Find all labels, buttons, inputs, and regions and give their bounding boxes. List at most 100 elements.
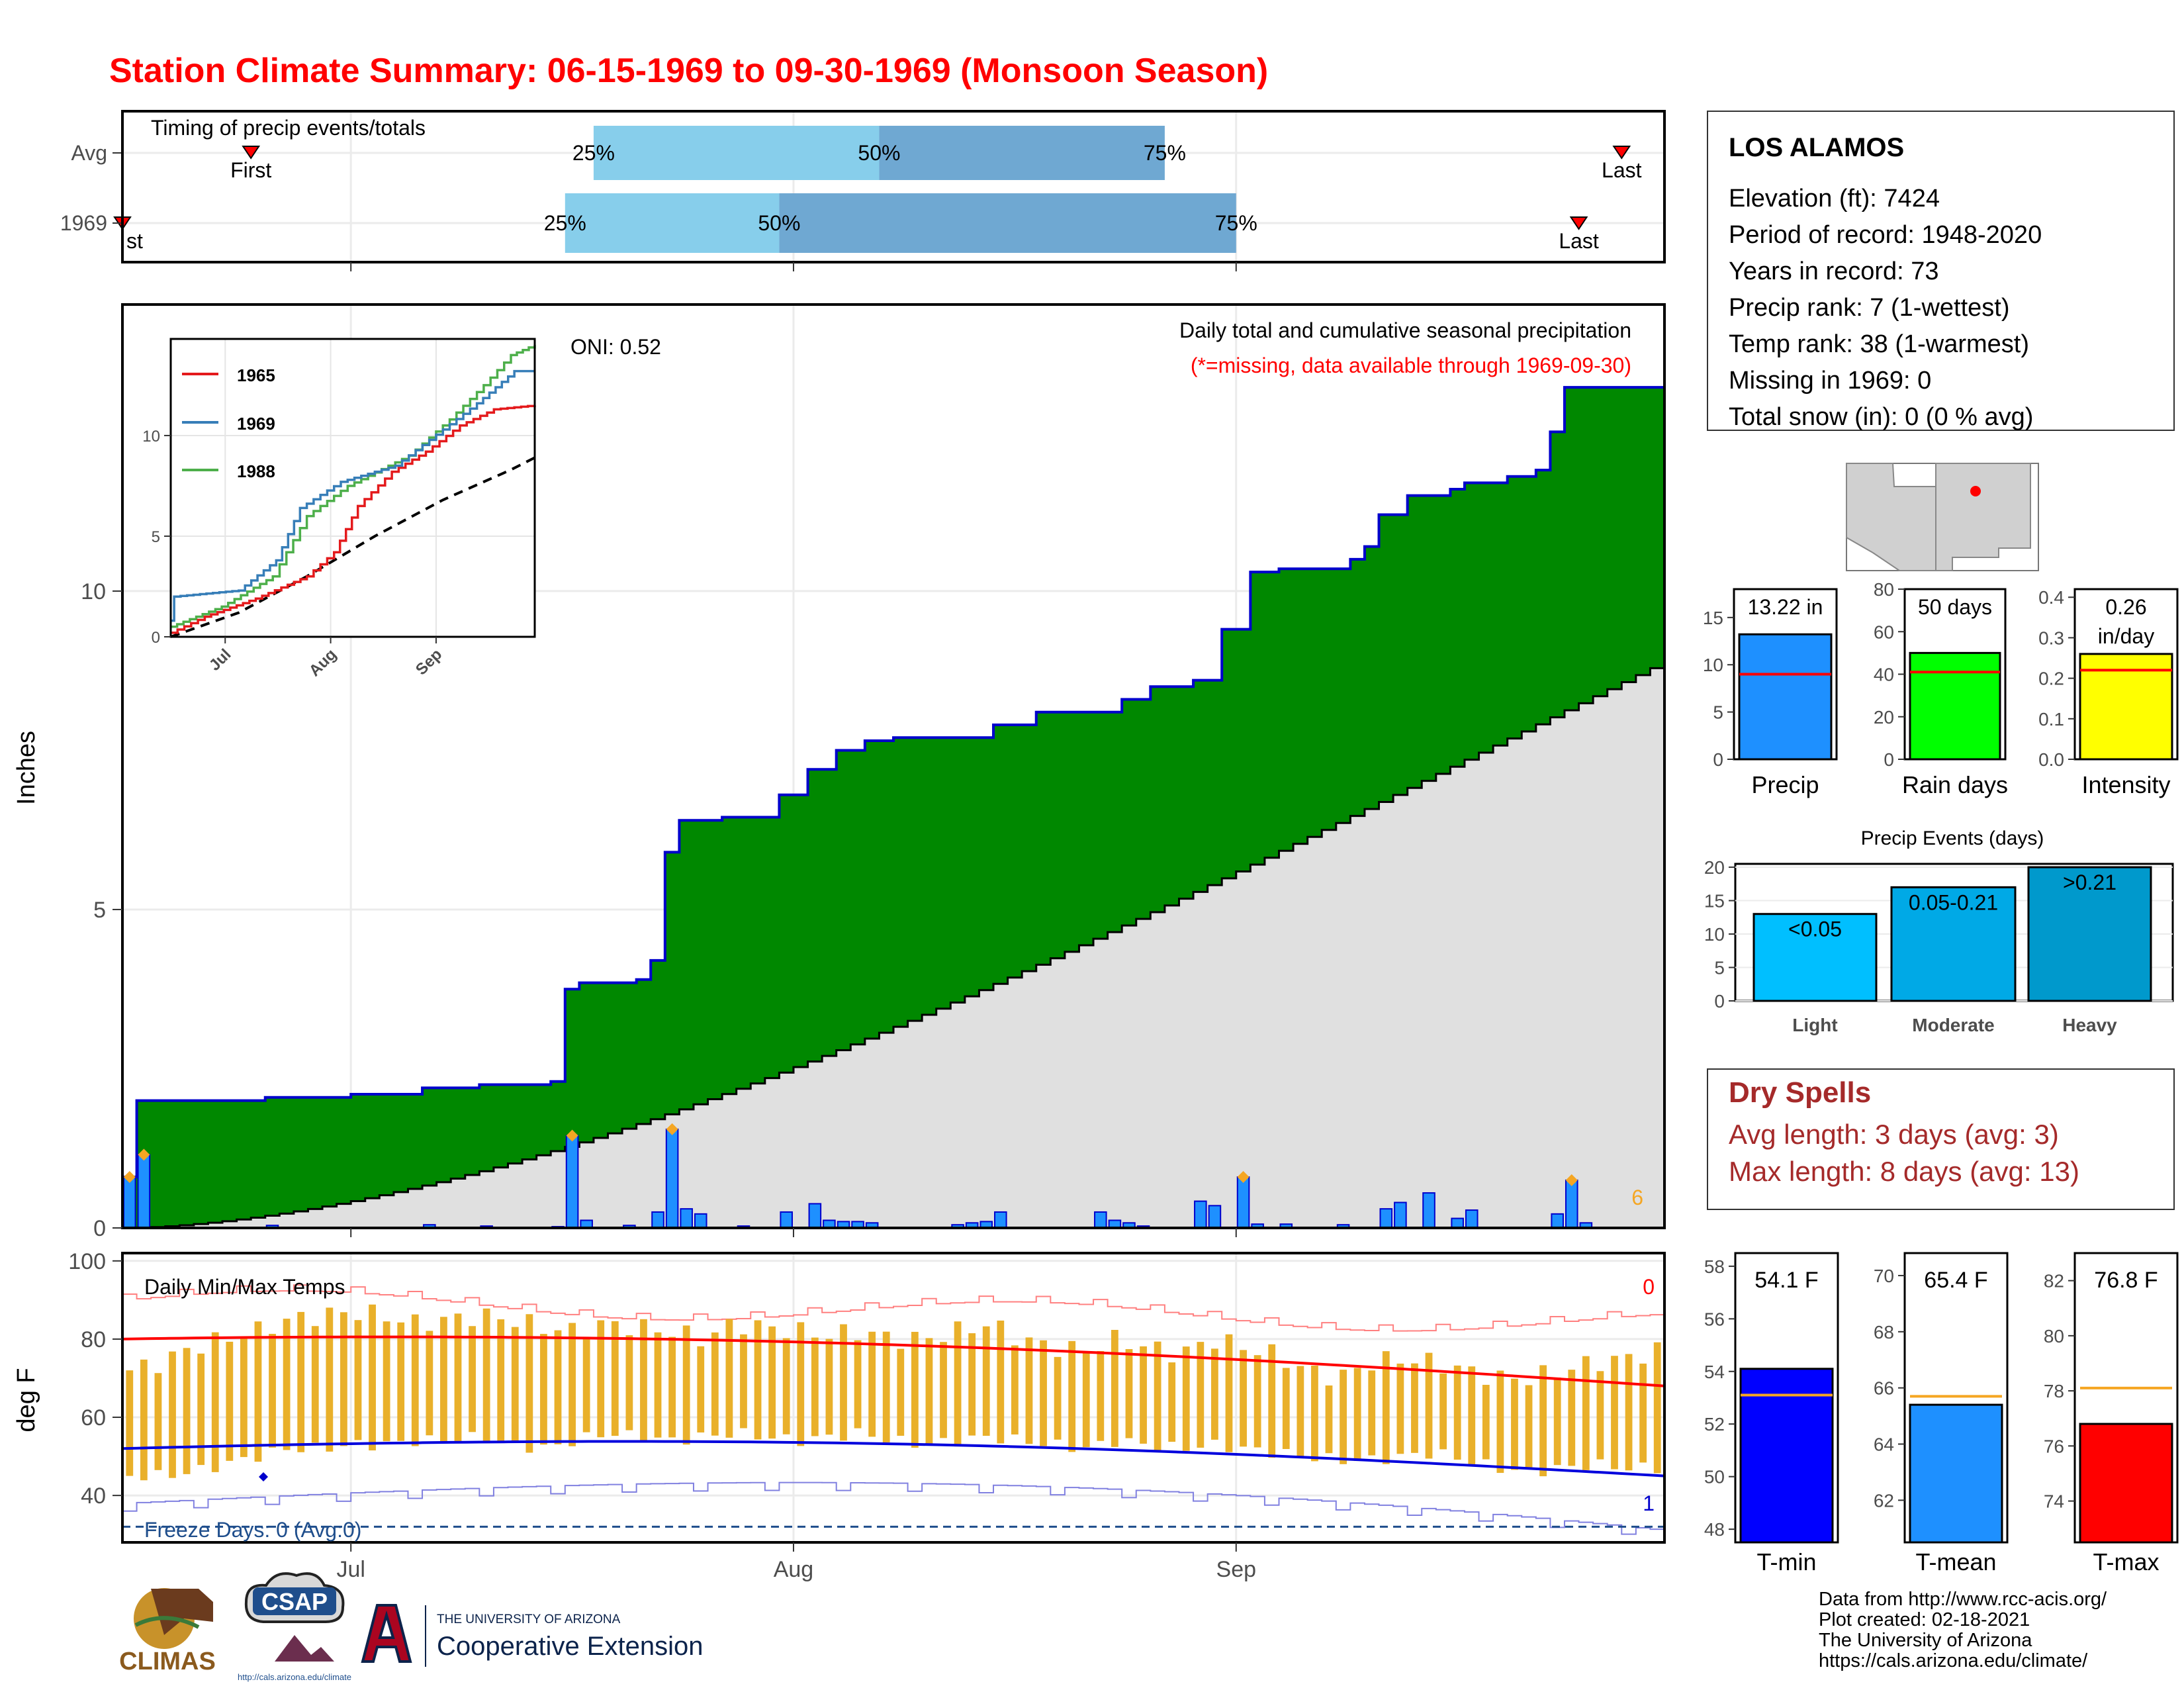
daily-precip-bar-37: [1451, 1217, 1464, 1229]
summary-2-y-tick-label-3: 0.3: [2038, 628, 2064, 648]
temp-bar-103: [1596, 1371, 1604, 1460]
temp-bar-67: [1082, 1352, 1090, 1448]
temp-bar-75: [1197, 1342, 1205, 1448]
events-bar-2: [2027, 866, 2152, 1002]
temp-bar-49: [825, 1338, 833, 1435]
daily-precip-bar-0: [123, 1176, 136, 1229]
temp-bar-62: [1011, 1345, 1019, 1435]
temp-bar-85: [1340, 1370, 1347, 1464]
temp-bar-100: [1553, 1377, 1561, 1466]
timing-panel: 25% 50% 75% 25% 50% 75% First Last st La…: [60, 110, 1666, 271]
inset-legend-1988: 1988: [237, 461, 275, 481]
inset-legend-1969: 1969: [237, 414, 275, 434]
temp-bar-71: [1140, 1346, 1147, 1444]
events-category-label-0: Light: [1792, 1015, 1837, 1035]
dry-spells-max: Max length: 8 days (avg: 13): [1729, 1156, 2079, 1187]
temp-bar-45: [768, 1326, 776, 1439]
freeze-days-label: Freeze Days: 0 (Avg:0): [144, 1518, 361, 1542]
temp-bar-106: [1639, 1363, 1647, 1463]
temp-bar-51: [854, 1340, 862, 1429]
summary-2-y-tick-label-2: 0.2: [2038, 669, 2064, 689]
temp-bar-1: [140, 1359, 148, 1481]
avg-25-50-box: [593, 126, 880, 180]
precip-x-ticks: [350, 1228, 1237, 1237]
temp-bar-95: [1482, 1385, 1490, 1460]
daily-precip-bar-10: [665, 1128, 679, 1229]
csap-logo-text: CSAP: [261, 1588, 328, 1615]
temp-bar-6: [211, 1332, 219, 1472]
temp-bar-5: [197, 1353, 205, 1466]
tsum-2-y-tick-label-4: 82: [2044, 1271, 2064, 1291]
summary-1-value-label: 50 days: [1918, 595, 1992, 619]
temp-bar-57: [940, 1342, 947, 1438]
csap-banner-shape: [253, 1587, 336, 1615]
ua-big-text: Cooperative Extension: [437, 1632, 703, 1661]
temp-x-tick-label-2: Sep: [1216, 1557, 1257, 1582]
daily-precip-marker-0: [123, 1171, 136, 1184]
summary-1-y-tick-label-2: 40: [1874, 665, 1894, 685]
ua-small-text: THE UNIVERSITY OF ARIZONA: [437, 1613, 621, 1626]
summary-0-y-tick-label-3: 15: [1703, 608, 1723, 628]
tsum-1-bar: [1909, 1403, 2003, 1544]
summary-0-value-label: 13.22 in: [1748, 595, 1823, 619]
inset-1988-line: [171, 345, 536, 628]
year-first-label: st: [126, 229, 143, 253]
temp-y-ticks: 40 60 80 100: [68, 1249, 122, 1509]
temp-bar-79: [1253, 1355, 1261, 1448]
timing-row-year: 1969: [60, 211, 107, 235]
timing-row-avg: Avg: [71, 141, 107, 165]
temp-bar-21: [426, 1331, 433, 1436]
temp-bar-63: [1025, 1337, 1033, 1444]
cumulative-average-area: [122, 661, 1666, 1229]
summary-1-category-label: Rain days: [1902, 771, 2008, 798]
station-elevation: Elevation (ft): 7424: [1729, 185, 1940, 212]
events-bar-value-2: >0.21: [2063, 870, 2116, 894]
daily-precip-bar-11: [680, 1208, 693, 1229]
temp-bar-35: [625, 1335, 633, 1430]
temp-bar-47: [797, 1322, 805, 1446]
station-years: Years in record: 73: [1729, 258, 1939, 285]
inset-bg: [171, 339, 535, 637]
precip-panel-border: [121, 303, 1666, 1229]
temp-count-bottom: 1: [1643, 1491, 1655, 1515]
climas-logo: CLIMAS: [119, 1588, 216, 1675]
avg-first-marker: [242, 146, 261, 160]
daily-precip-bar-36: [1422, 1192, 1435, 1229]
temp-bar-69: [1111, 1330, 1118, 1447]
daily-precip-bar-39: [1551, 1213, 1564, 1229]
oni-label: ONI: 0.52: [570, 335, 661, 359]
record-max-line: [122, 1284, 1665, 1332]
dry-spells-avg: Avg length: 3 days (avg: 3): [1729, 1119, 2059, 1150]
temp-bar-29: [540, 1334, 547, 1445]
inset-y-tick-label-1: 5: [152, 528, 160, 546]
tsum-0-y-tick-label-4: 56: [1704, 1309, 1725, 1329]
temp-bar-90: [1411, 1363, 1418, 1453]
daily-precip-bar-28: [1194, 1200, 1207, 1229]
temp-bar-27: [511, 1327, 519, 1442]
precip-panel-title: Daily total and cumulative seasonal prec…: [1179, 318, 1631, 342]
daily-precip-bar-15: [808, 1203, 822, 1229]
summary-0-bar: [1738, 633, 1833, 761]
map-states: [1846, 463, 2031, 571]
temp-bar-105: [1625, 1354, 1633, 1471]
temp-bar-33: [597, 1320, 605, 1438]
tsum-1-y-tick-label-1: 64: [1874, 1434, 1894, 1455]
csap-url: http://cals.arizona.edu/climate: [238, 1672, 351, 1682]
tsum-2-y-tick-label-3: 80: [2044, 1326, 2064, 1346]
temp-bar-31: [569, 1323, 576, 1446]
tsum-2-y-tick-label-0: 74: [2044, 1491, 2064, 1512]
precip-count-label: 6: [1631, 1186, 1643, 1209]
precip-y-tick-label-1: 5: [93, 898, 106, 923]
climas-logo-text: CLIMAS: [119, 1648, 216, 1675]
inset-y-tick-label-0: 0: [152, 629, 160, 647]
precip-events-chart: Precip Events (days) <0.05 Light 0.05-0.21…: [1704, 827, 2174, 1035]
station-precip-rank: Precip rank: 7 (1-wettest): [1729, 294, 2009, 322]
inset-1965-line: [171, 404, 536, 634]
station-period: Period of record: 1948-2020: [1729, 221, 2042, 249]
station-missing: Missing in 1969: 0: [1729, 367, 1931, 395]
temp-bar-58: [954, 1321, 962, 1447]
temp-bar-30: [554, 1330, 562, 1444]
daily-temp-bars: [126, 1304, 1661, 1481]
temp-bar-104: [1611, 1356, 1618, 1470]
inset-legend-1965: 1965: [237, 365, 275, 385]
